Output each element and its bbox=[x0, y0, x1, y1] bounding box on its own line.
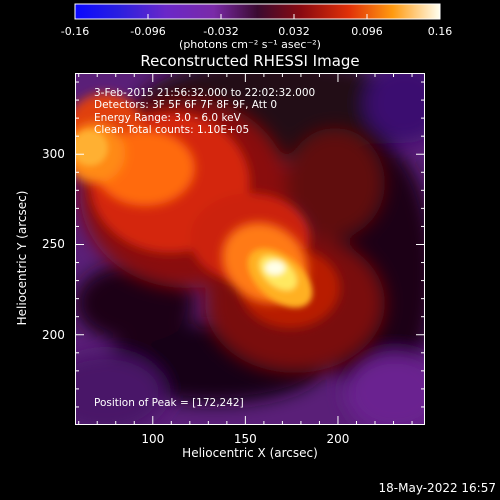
chart-title: Reconstructed RHESSI Image bbox=[140, 52, 360, 70]
time-range: 3-Feb-2015 21:56:32.000 to 22:02:32.000 bbox=[94, 87, 316, 99]
peak-position: Position of Peak = [172,242] bbox=[94, 397, 244, 409]
y-tick-label: 200 bbox=[42, 327, 65, 342]
colorbar-gradient bbox=[74, 3, 441, 20]
y-tick-label: 250 bbox=[42, 237, 65, 252]
colorbar-tick-label: -0.096 bbox=[130, 25, 166, 38]
colorbar-tick-label: 0.032 bbox=[278, 25, 310, 38]
colorbar-units: (photons cm⁻² s⁻¹ asec⁻²) bbox=[179, 38, 321, 51]
x-tick-label: 200 bbox=[326, 432, 350, 446]
detectors: Detectors: 3F 5F 6F 7F 8F 9F, Att 0 bbox=[94, 99, 278, 111]
energy-range: Energy Range: 3.0 - 6.0 keV bbox=[94, 112, 241, 124]
x-tick-label: 100 bbox=[141, 432, 165, 446]
colorbar bbox=[74, 3, 441, 20]
clean-counts: Clean Total counts: 1.10E+05 bbox=[94, 124, 250, 136]
heatmap bbox=[75, 73, 425, 425]
colorbar-tick-label: -0.16 bbox=[60, 25, 90, 38]
y-axis-label: Heliocentric Y (arcsec) bbox=[15, 190, 29, 326]
colorbar-tick-label: 0.16 bbox=[427, 25, 453, 38]
colorbar-tick-label: 0.096 bbox=[351, 25, 383, 38]
x-axis-label: Heliocentric X (arcsec) bbox=[182, 446, 318, 460]
colorbar-tick-label: -0.032 bbox=[203, 25, 239, 38]
y-tick-label: 300 bbox=[42, 147, 65, 162]
x-tick-label: 150 bbox=[233, 432, 257, 446]
date-stamp: 18-May-2022 16:57 bbox=[378, 481, 496, 495]
